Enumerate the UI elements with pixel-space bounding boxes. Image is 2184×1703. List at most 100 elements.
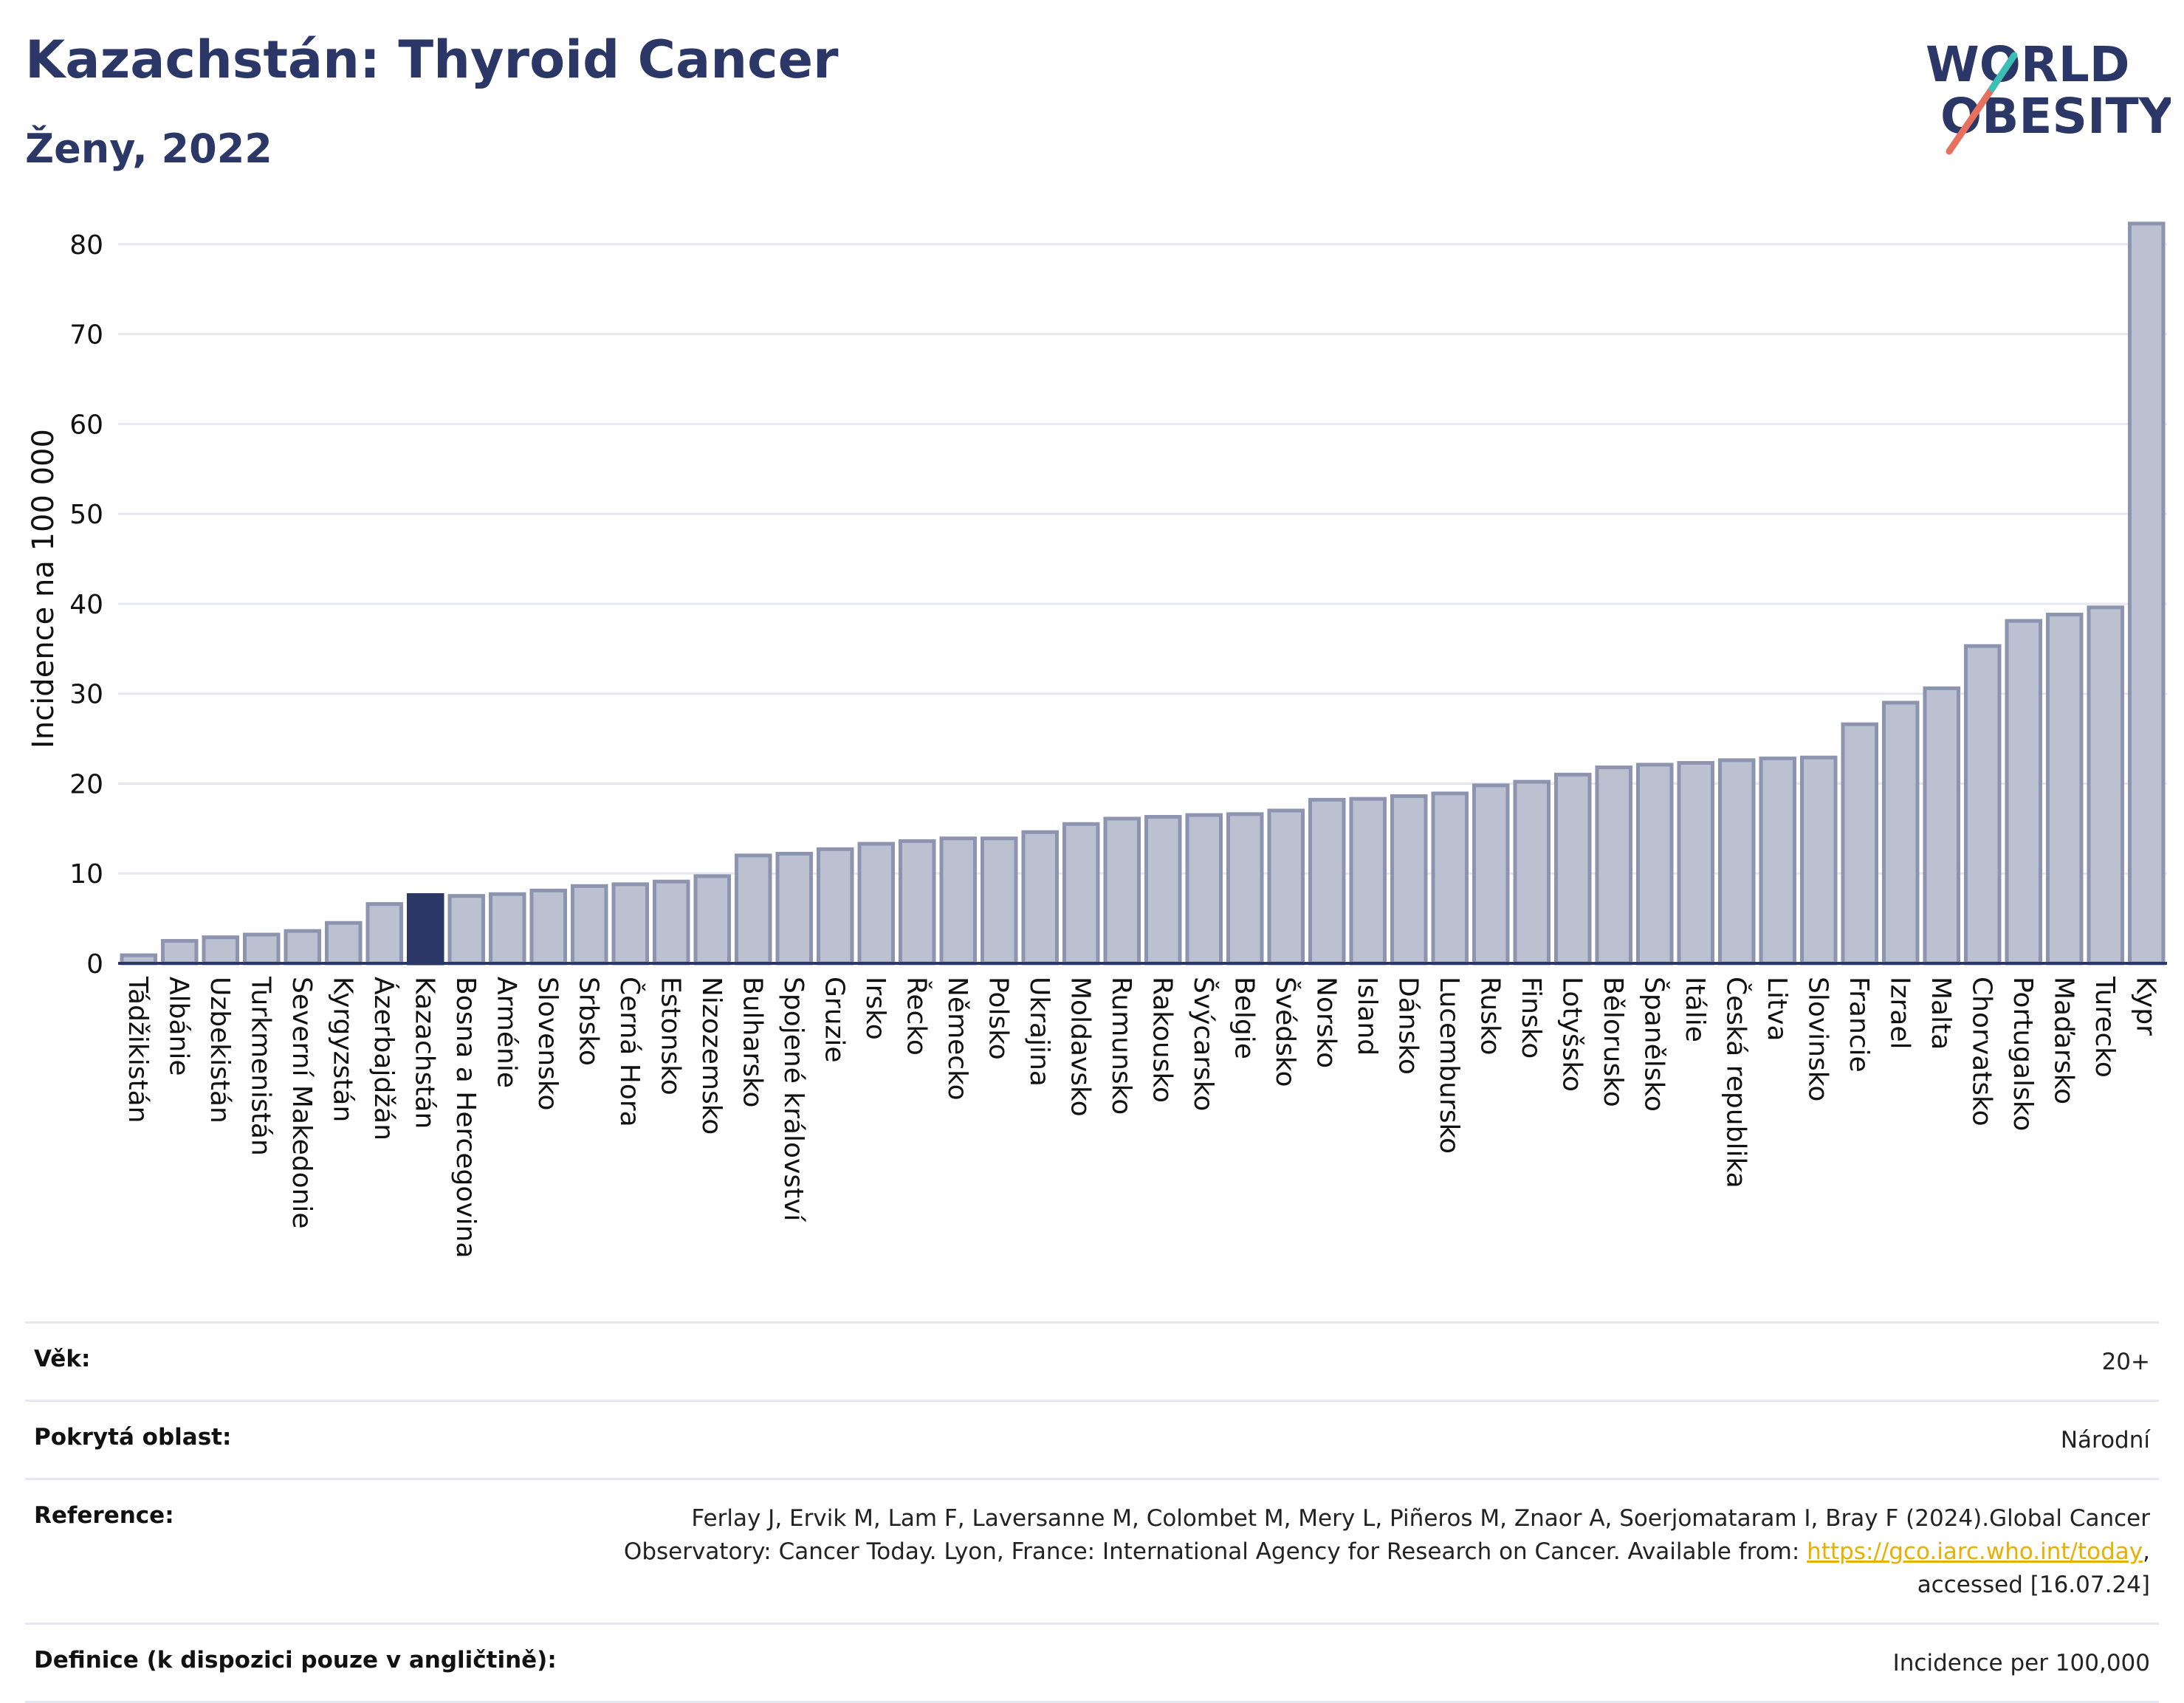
- bar: [1185, 813, 1223, 966]
- x-tick-label: Bělorusko: [1598, 977, 1628, 1107]
- bar: [284, 929, 322, 966]
- bar: [898, 839, 936, 966]
- bar: [2127, 221, 2166, 966]
- x-tick-label: Česká republika: [1720, 977, 1751, 1188]
- bar: [1062, 822, 1100, 966]
- reference-label: Reference:: [34, 1501, 174, 1529]
- bar: [816, 847, 854, 966]
- x-tick-label: Slovensko: [532, 977, 563, 1111]
- x-tick-label: Bosna a Hercegovina: [450, 977, 481, 1259]
- definition-label: Definice (k dispozici pouze v angličtině…: [34, 1646, 557, 1673]
- bar: [939, 836, 978, 966]
- y-tick-label: 60: [69, 410, 103, 440]
- x-tick-label: Švýcarsko: [1188, 977, 1219, 1111]
- x-tick-label: Tádžikistán: [123, 976, 153, 1123]
- bar: [1553, 772, 1592, 966]
- bar: [980, 836, 1018, 966]
- x-tick-label: Gruzie: [819, 977, 849, 1063]
- bar: [324, 921, 363, 966]
- bar: [406, 892, 444, 966]
- age-value: 20+: [2101, 1349, 2150, 1375]
- bar: [488, 892, 526, 966]
- y-tick-label: 50: [69, 500, 103, 530]
- x-tick-label: Lotyšsko: [1556, 977, 1587, 1092]
- bar: [570, 884, 608, 966]
- x-tick-label: Severní Makedonie: [286, 977, 317, 1229]
- reference-text-end: , accessed [16.07.24]: [1917, 1538, 2150, 1598]
- x-tick-label: Rakousko: [1147, 977, 1177, 1103]
- x-tick-label: Bulharsko: [737, 977, 767, 1108]
- x-tick-label: Dánsko: [1393, 977, 1423, 1075]
- page-title: Kazachstán: Thyroid Cancer: [25, 30, 839, 90]
- info-row-reference: Reference: Ferlay J, Ervik M, Lam F, Lav…: [25, 1477, 2159, 1623]
- reference-link[interactable]: https://gco.iarc.who.int/today: [1807, 1538, 2143, 1565]
- bar: [1226, 812, 1264, 966]
- bar: [1677, 760, 1715, 966]
- bar: [1595, 766, 1633, 966]
- bar: [365, 902, 404, 966]
- world-obesity-logo: WORLD OBESITY: [1926, 36, 2171, 155]
- y-tick-label: 80: [69, 230, 103, 261]
- x-tick-label: Moldavsko: [1065, 977, 1095, 1117]
- bar: [775, 851, 814, 966]
- bar: [693, 874, 732, 966]
- bar: [652, 879, 690, 966]
- x-tick-label: Norsko: [1311, 977, 1341, 1068]
- x-tick-label: Irsko: [860, 977, 890, 1040]
- bar: [447, 894, 486, 966]
- x-tick-label: Srbsko: [573, 977, 603, 1066]
- logo-slash-red: [1946, 85, 1996, 155]
- bar: [1103, 816, 1141, 966]
- bar-chart: 0 10 20 30 40 50 60 70 80 Incidence na 100 000 Tád…: [27, 221, 2167, 1259]
- reference-value: Ferlay J, Ervik M, Lam F, Laversanne M, …: [600, 1502, 2150, 1602]
- info-row-definition: Definice (k dispozici pouze v angličtině…: [25, 1622, 2159, 1703]
- x-tick-label: Belgie: [1229, 977, 1259, 1059]
- x-tick-label: Maďarsko: [2048, 977, 2078, 1104]
- bar: [1267, 808, 1305, 966]
- bar: [1021, 830, 1060, 966]
- bar: [1349, 797, 1387, 966]
- bar: [1308, 797, 1346, 966]
- bar: [1923, 686, 1961, 966]
- x-tick-label: Uzbekistán: [205, 977, 235, 1124]
- age-label: Věk:: [34, 1346, 91, 1372]
- x-tick-label: Island: [1352, 977, 1382, 1056]
- y-tick-label: 20: [69, 769, 103, 799]
- x-tick-label: Arménie: [491, 977, 521, 1088]
- x-tick-label: Černá Hora: [614, 977, 645, 1127]
- bar: [1759, 756, 1797, 966]
- x-tick-label: Litva: [1762, 977, 1792, 1042]
- bar: [160, 939, 199, 966]
- bar: [529, 888, 568, 966]
- bar: [1963, 644, 2002, 966]
- bar: [2005, 619, 2043, 966]
- y-tick-label: 30: [69, 680, 103, 710]
- bar: [2087, 605, 2125, 966]
- x-tick-label: Finsko: [1516, 977, 1546, 1059]
- bar: [242, 932, 281, 966]
- reference-text: Ferlay J, Ervik M, Lam F, Laversanne M, …: [623, 1504, 2150, 1565]
- x-tick-label: Estonsko: [655, 977, 685, 1095]
- x-tick-label: Kypr: [2130, 977, 2160, 1036]
- x-tick-label: Nizozemsko: [696, 977, 727, 1135]
- area-value: Národní: [2060, 1426, 2150, 1453]
- info-table: Věk: 20+ Pokrytá oblast: Národní Referen…: [25, 1321, 2159, 1703]
- x-tick-label: Portugalsko: [2008, 977, 2038, 1131]
- x-tick-label: Slovinsko: [1802, 977, 1833, 1101]
- x-tick-label: Rusko: [1474, 977, 1505, 1056]
- x-tick-label: Turecko: [2089, 976, 2120, 1078]
- x-tick-label: Švédsko: [1270, 977, 1301, 1087]
- bar: [1431, 791, 1469, 966]
- y-tick-label: 10: [69, 859, 103, 890]
- x-tick-label: Malta: [1926, 977, 1956, 1050]
- x-tick-label: Itálie: [1680, 977, 1710, 1042]
- bar: [857, 842, 896, 966]
- definition-value: Incidence per 100,000: [1892, 1649, 2150, 1676]
- area-label: Pokrytá oblast:: [34, 1423, 232, 1451]
- x-tick-label: Ázerbajdžán: [368, 977, 399, 1141]
- x-tick-label: Rumunsko: [1106, 977, 1136, 1115]
- x-tick-label: Španělsko: [1638, 977, 1669, 1112]
- y-tick-label: 70: [69, 320, 103, 351]
- info-row-age: Věk: 20+: [25, 1321, 2159, 1400]
- page-subtitle: Ženy, 2022: [25, 125, 272, 172]
